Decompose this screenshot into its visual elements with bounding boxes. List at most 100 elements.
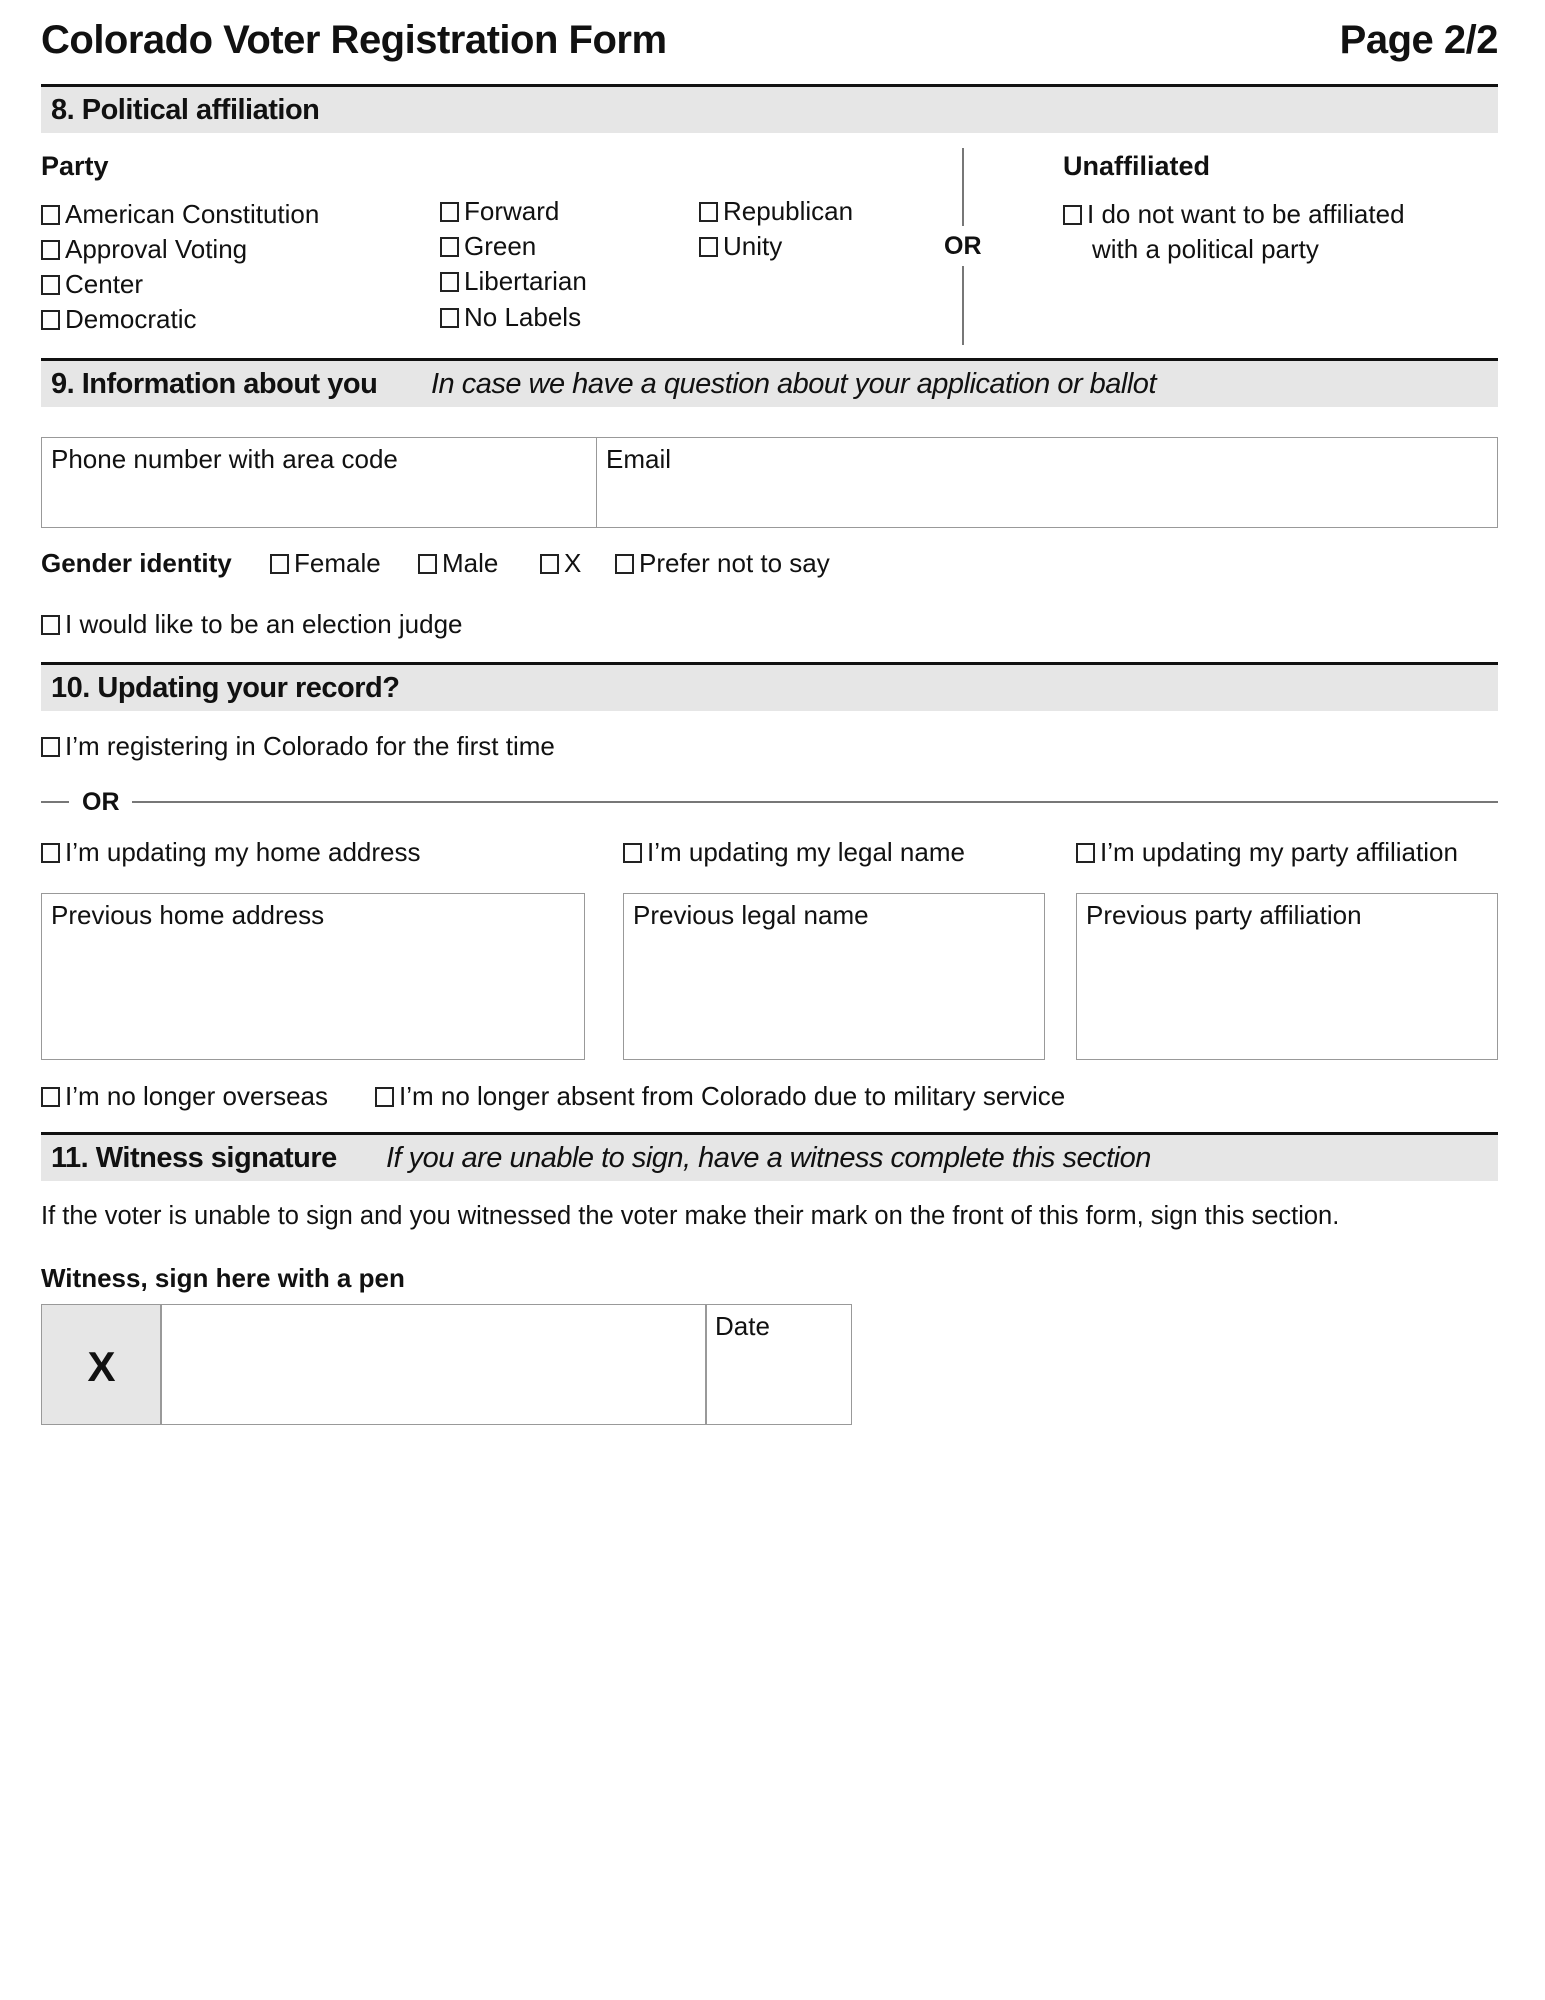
option-label: I would like to be an election judge: [65, 609, 463, 639]
unaffiliated-label-cont: with a political party: [1092, 234, 1319, 264]
section-divider: [41, 84, 1498, 87]
option-label: Libertarian: [464, 266, 587, 296]
field-label: Previous home address: [51, 900, 325, 930]
update-party-option[interactable]: I’m updating my party affiliation: [1076, 837, 1458, 868]
previous-party-field[interactable]: Previous party affiliation: [1076, 893, 1498, 1060]
checkbox[interactable]: [418, 553, 437, 574]
no-longer-military-option[interactable]: I’m no longer absent from Colorado due t…: [375, 1081, 1065, 1112]
checkbox[interactable]: [41, 204, 60, 225]
email-field[interactable]: Email: [596, 437, 1498, 528]
update-home-option[interactable]: I’m updating my home address: [41, 837, 421, 868]
section-divider: [41, 358, 1498, 361]
party-option[interactable]: Center: [41, 269, 143, 300]
checkbox[interactable]: [623, 842, 642, 863]
gender-option[interactable]: Female: [270, 548, 381, 579]
gender-option[interactable]: Prefer not to say: [615, 548, 830, 579]
party-option[interactable]: Approval Voting: [41, 234, 247, 265]
or-line: [132, 801, 1498, 803]
election-judge-option[interactable]: I would like to be an election judge: [41, 609, 463, 640]
field-label: Date: [715, 1311, 770, 1341]
option-label: Unity: [723, 231, 783, 261]
unaffiliated-option[interactable]: I do not want to be affiliated: [1063, 199, 1405, 230]
party-option[interactable]: No Labels: [440, 302, 581, 333]
checkbox[interactable]: [41, 274, 60, 295]
field-label: Previous legal name: [633, 900, 869, 930]
checkbox[interactable]: [699, 236, 718, 257]
section-11-header: 11. Witness signature If you are unable t…: [41, 1135, 1498, 1181]
section-divider: [41, 1132, 1498, 1135]
party-option[interactable]: Forward: [440, 196, 559, 227]
checkbox[interactable]: [1063, 204, 1082, 225]
x-mark: X: [87, 1343, 116, 1390]
unaffiliated-label: Unaffiliated: [1063, 151, 1211, 181]
checkbox[interactable]: [41, 614, 60, 635]
checkbox[interactable]: [699, 201, 718, 222]
witness-instructions: If the voter is unable to sign and you w…: [41, 1202, 1340, 1230]
option-label: I’m updating my party affiliation: [1100, 837, 1458, 867]
field-label: Email: [606, 444, 672, 474]
section-subheading: In case we have a question about your ap…: [431, 368, 1157, 400]
option-label: Democratic: [65, 304, 197, 334]
page-number: Page 2/2: [1339, 18, 1499, 62]
or-divider-line: [962, 266, 964, 345]
checkbox[interactable]: [540, 553, 559, 574]
checkbox[interactable]: [41, 309, 60, 330]
checkbox[interactable]: [440, 201, 459, 222]
section-heading: 8. Political affiliation: [51, 94, 320, 126]
signature-x-cell: X: [41, 1304, 162, 1425]
or-divider-line: [962, 148, 964, 226]
option-label: Forward: [464, 196, 560, 226]
checkbox[interactable]: [440, 271, 459, 292]
section-heading: 10. Updating your record?: [51, 672, 400, 704]
no-longer-overseas-option[interactable]: I’m no longer overseas: [41, 1081, 328, 1112]
checkbox[interactable]: [41, 1086, 60, 1107]
update-name-option[interactable]: I’m updating my legal name: [623, 837, 965, 868]
or-label: OR: [944, 232, 982, 260]
checkbox[interactable]: [1076, 842, 1095, 863]
form-title: Colorado Voter Registration Form: [41, 18, 667, 62]
option-label: I’m updating my legal name: [647, 837, 965, 867]
checkbox[interactable]: [615, 553, 634, 574]
gender-option[interactable]: Male: [418, 548, 498, 579]
party-option[interactable]: Libertarian: [440, 266, 587, 297]
section-heading: 11. Witness signature: [51, 1142, 337, 1174]
phone-field[interactable]: Phone number with area code: [41, 437, 597, 528]
checkbox[interactable]: [41, 842, 60, 863]
party-option[interactable]: Republican: [699, 196, 853, 227]
party-option[interactable]: Green: [440, 231, 536, 262]
checkbox[interactable]: [270, 553, 289, 574]
field-label: Phone number with area code: [51, 444, 398, 474]
option-label: Prefer not to say: [639, 548, 830, 578]
party-option[interactable]: Unity: [699, 231, 782, 262]
checkbox[interactable]: [41, 736, 60, 757]
checkbox[interactable]: [41, 239, 60, 260]
option-label: Center: [65, 269, 144, 299]
option-label: I’m updating my home address: [65, 837, 421, 867]
checkbox[interactable]: [440, 307, 459, 328]
party-option[interactable]: Democratic: [41, 304, 196, 335]
option-label: I’m no longer absent from Colorado due t…: [399, 1081, 1066, 1111]
gender-option[interactable]: X: [540, 548, 581, 579]
previous-legal-name-field[interactable]: Previous legal name: [623, 893, 1045, 1060]
option-label: Female: [294, 548, 381, 578]
previous-home-address-field[interactable]: Previous home address: [41, 893, 585, 1060]
section-subheading: If you are unable to sign, have a witnes…: [386, 1142, 1151, 1174]
party-label: Party: [41, 151, 109, 181]
option-label: I do not want to be affiliated: [1087, 199, 1405, 229]
option-label: I’m no longer overseas: [65, 1081, 329, 1111]
or-label: OR: [82, 788, 120, 816]
section-8-header: 8. Political affiliation: [41, 87, 1498, 133]
party-option[interactable]: American Constitution: [41, 199, 319, 230]
option-label: Approval Voting: [65, 234, 248, 264]
option-label: Republican: [723, 196, 854, 226]
first-time-option[interactable]: I’m registering in Colorado for the firs…: [41, 731, 555, 762]
section-9-header: 9. Information about you In case we have …: [41, 361, 1498, 407]
checkbox[interactable]: [440, 236, 459, 257]
date-field[interactable]: Date: [705, 1304, 852, 1425]
option-label: No Labels: [464, 302, 582, 332]
checkbox[interactable]: [375, 1086, 394, 1107]
witness-signature-field[interactable]: [160, 1304, 707, 1425]
gender-label: Gender identity: [41, 548, 232, 578]
option-label: American Constitution: [65, 199, 320, 229]
option-label: Male: [442, 548, 499, 578]
